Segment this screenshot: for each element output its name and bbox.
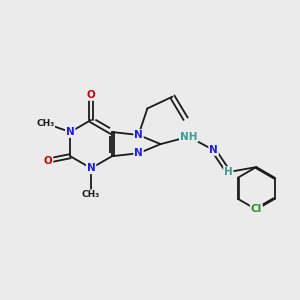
Text: N: N (87, 163, 95, 173)
Text: H: H (224, 167, 233, 177)
Text: N: N (66, 127, 75, 137)
Text: N: N (134, 130, 143, 140)
Text: CH₃: CH₃ (36, 119, 54, 128)
Text: N: N (209, 145, 218, 155)
Text: Cl: Cl (251, 205, 262, 214)
Text: N: N (134, 148, 143, 158)
Text: O: O (44, 156, 52, 166)
Text: CH₃: CH₃ (82, 190, 100, 199)
Text: NH: NH (180, 132, 197, 142)
Text: O: O (87, 90, 95, 100)
